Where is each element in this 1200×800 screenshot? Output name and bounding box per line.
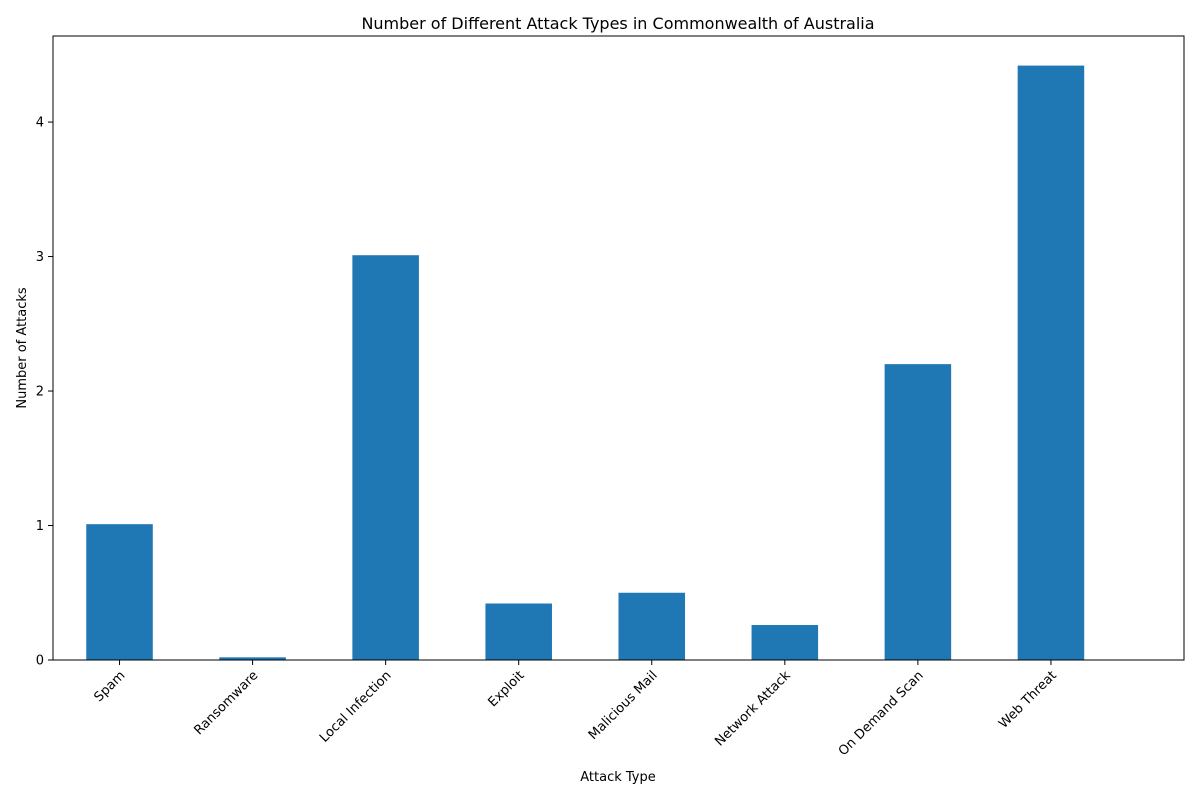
bar-malicious-mail [618, 592, 686, 660]
x-axis: Spam Ransomware Local Infection Exploit Mali… [91, 660, 1060, 759]
y-tick-label: 0 [36, 654, 44, 669]
bar-exploit [485, 603, 552, 660]
y-axis: 0 1 2 3 4 [36, 116, 53, 669]
y-axis-label: Number of Attacks [15, 287, 30, 409]
x-tick-label: Web Threat [996, 668, 1059, 731]
x-axis-label: Attack Type [580, 770, 656, 785]
x-tick-label: Exploit [486, 668, 528, 710]
chart-title: Number of Different Attack Types in Comm… [361, 14, 874, 33]
x-tick-label: Local Infection [317, 668, 394, 745]
bar-web-threat [1017, 65, 1085, 661]
y-tick-label: 1 [36, 519, 44, 534]
bar-on-demand-scan [884, 364, 952, 660]
bar-ransomware [219, 657, 286, 660]
bar-local-infection [352, 255, 419, 660]
y-tick-label: 4 [36, 116, 44, 131]
y-tick-label: 3 [36, 250, 44, 265]
plot-frame [52, 35, 1185, 661]
x-tick-label: Spam [91, 668, 128, 705]
x-tick-label: Ransomware [191, 668, 261, 738]
x-tick-label: On Demand Scan [836, 668, 927, 759]
bar-network-attack [751, 625, 819, 660]
y-tick-label: 2 [36, 385, 44, 400]
x-tick-label: Malicious Mail [586, 668, 661, 743]
x-tick-label: Network Attack [712, 668, 794, 750]
bar-spam [86, 524, 153, 660]
bars-group [86, 65, 1085, 661]
